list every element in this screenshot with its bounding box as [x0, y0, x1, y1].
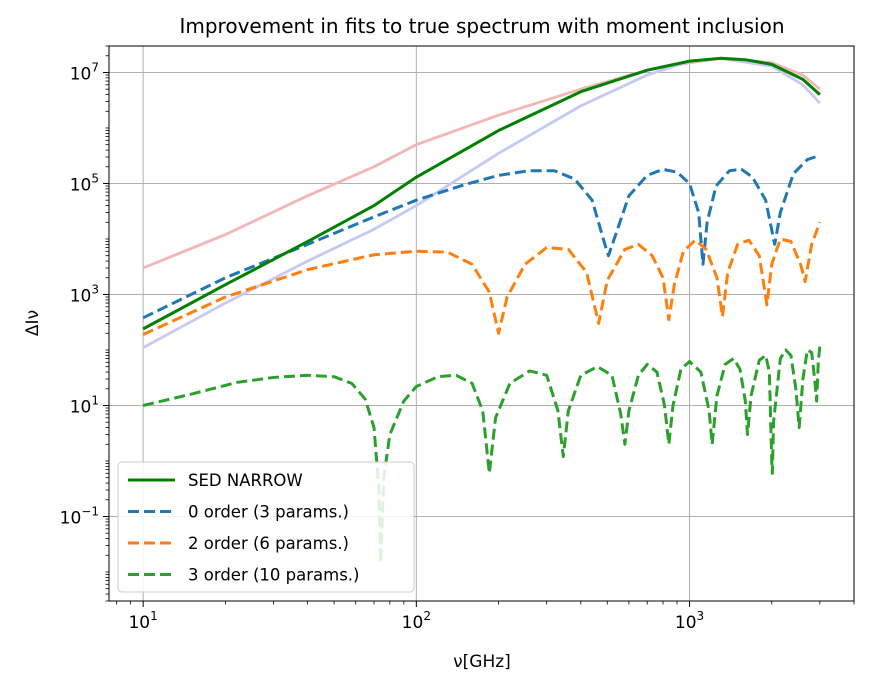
y-tick-label: 10−1	[60, 504, 99, 528]
y-tick-label: 103	[70, 282, 99, 306]
y-axis-label: ΔIν	[23, 310, 43, 336]
legend-box	[117, 461, 415, 593]
background-curve-0	[142, 56, 821, 270]
x-axis-label: ν[GHz]	[453, 652, 511, 672]
series-line-2	[142, 221, 822, 336]
x-tick-label: 102	[402, 609, 431, 633]
legend: SED NARROW 0 order (3 params.) 2 order (6 …	[117, 461, 415, 593]
chart-title: Improvement in fits to true spectrum wit…	[179, 14, 784, 38]
legend-label: 2 order (6 params.)	[188, 534, 349, 553]
x-tick-label: 103	[675, 609, 704, 633]
x-tick-label: 101	[128, 609, 157, 633]
legend-label: SED NARROW	[188, 471, 303, 490]
plot-area	[142, 56, 822, 564]
y-tick-label: 105	[70, 171, 99, 195]
series-line-0	[142, 56, 821, 331]
y-tick-label: 101	[70, 393, 99, 417]
background-curve-1	[142, 56, 821, 349]
axis-ticks: 101 102 103 10−1 101 103 105 107	[60, 45, 855, 633]
series-line-1	[142, 154, 821, 320]
y-tick-label: 107	[70, 60, 99, 84]
legend-label: 3 order (10 params.)	[188, 566, 360, 585]
legend-label: 0 order (3 params.)	[188, 503, 349, 522]
